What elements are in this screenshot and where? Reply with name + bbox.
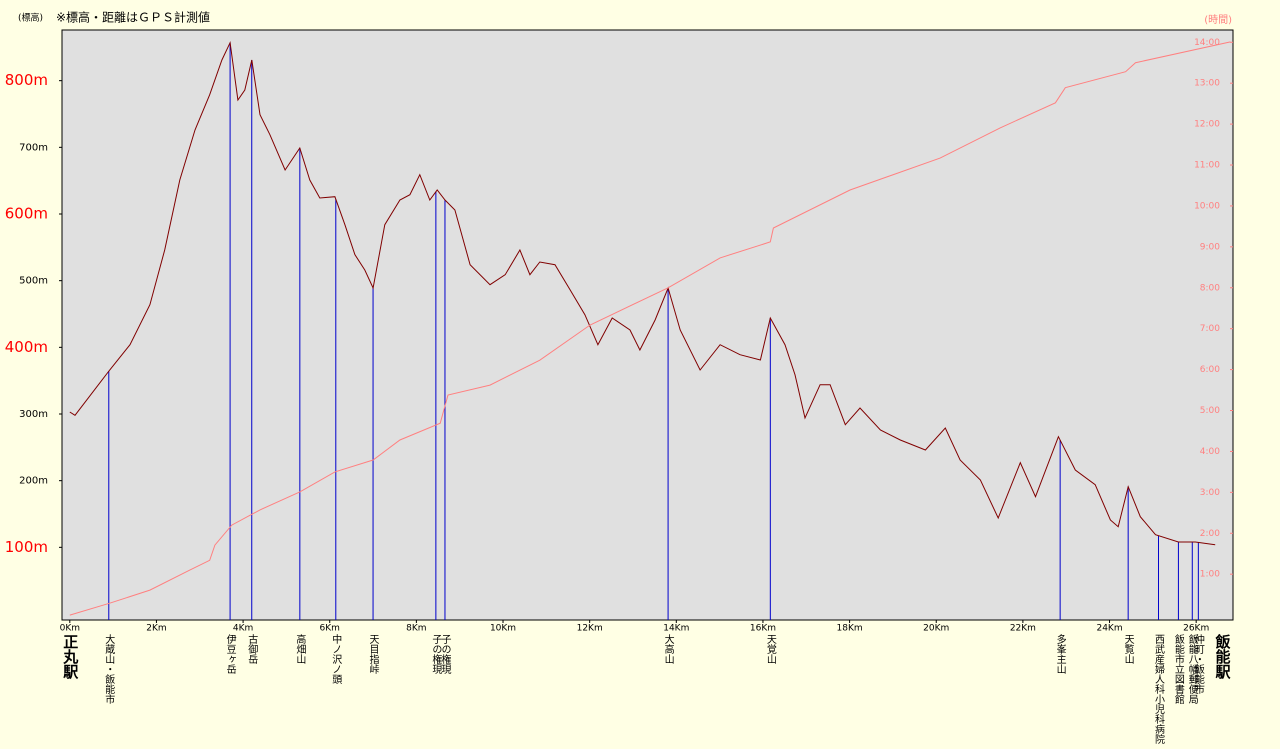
x-tick-label: 8Km	[406, 624, 426, 634]
y-tick-label: 300m	[19, 409, 48, 420]
y2-axis-label: (時間)	[1204, 14, 1232, 26]
y-tick-label: 500m	[19, 276, 48, 287]
y-tick-label: 400m	[5, 338, 48, 356]
landmark-label: 高畑山	[294, 633, 306, 664]
y-axis-label: (標高)	[18, 12, 43, 24]
y-tick-label: 200m	[19, 476, 48, 487]
chart-title: ※標高・距離はＧＰＳ計測値	[56, 10, 210, 25]
y2-tick-label: 5:00	[1200, 406, 1220, 416]
landmark-label: 大蔵山・飯能市	[103, 633, 115, 705]
y2-tick-label: 14:00	[1194, 38, 1220, 48]
y2-tick-label: 6:00	[1200, 365, 1220, 375]
x-tick-label: 20Km	[923, 624, 949, 634]
x-tick-label: 12Km	[577, 624, 603, 634]
series-line	[69, 41, 1231, 616]
y2-tick-label: 7:00	[1200, 324, 1220, 334]
y-tick-label: 600m	[5, 205, 48, 223]
landmark-label: 飯能八幡郵便局	[1186, 633, 1198, 705]
y2-tick-label: 9:00	[1200, 242, 1220, 252]
y2-tick-label: 8:00	[1200, 283, 1220, 293]
landmark-label: 子の権現	[439, 634, 451, 675]
landmark-label: 古御岳	[246, 633, 258, 665]
x-tick-label: 14Km	[663, 624, 689, 634]
x-tick-label: 0Km	[60, 624, 80, 634]
landmark-label: 中ノ沢ノ頭	[330, 633, 342, 685]
x-tick-label: 4Km	[233, 624, 253, 634]
plot-area	[61, 29, 1234, 621]
x-tick-label: 24Km	[1096, 624, 1122, 634]
x-tick-label: 18Km	[837, 624, 863, 634]
x-tick-label: 26Km	[1183, 624, 1209, 634]
landmark-label: 伊豆ヶ岳	[224, 634, 236, 675]
landmark-label: 西武産婦人科小児科病院	[1152, 634, 1164, 745]
x-tick-label: 22Km	[1010, 624, 1036, 634]
x-tick-label: 10Km	[490, 624, 516, 634]
landmark-label: 多峯主山	[1054, 633, 1066, 674]
landmark-label: 大高山	[662, 633, 674, 664]
x-tick-label: 2Km	[146, 624, 166, 634]
y2-tick-label: 3:00	[1200, 488, 1220, 498]
y2-tick-label: 4:00	[1200, 447, 1220, 457]
landmark-label: 飯能市立図書館	[1172, 633, 1184, 705]
y2-tick-label: 13:00	[1194, 79, 1220, 89]
series-line	[69, 40, 1216, 546]
y2-tick-label: 2:00	[1200, 529, 1220, 539]
end-label: 飯能駅	[1214, 633, 1232, 680]
x-tick-label: 16Km	[750, 624, 776, 634]
y-tick-label: 700m	[19, 142, 48, 153]
landmark-label: 天覚山	[764, 634, 776, 664]
y-tick-label: 100m	[5, 538, 48, 556]
y2-tick-label: 11:00	[1194, 161, 1220, 171]
y2-tick-label: 12:00	[1194, 120, 1220, 130]
start-label: 正丸駅	[61, 634, 79, 680]
landmark-label: 子の権現	[430, 634, 442, 675]
y-tick-label: 800m	[5, 71, 48, 89]
y2-tick-label: 10:00	[1194, 201, 1220, 211]
x-tick-label: 6Km	[320, 624, 340, 634]
landmark-label: 天覧山	[1122, 634, 1134, 664]
landmark-label: 天目指峠	[367, 634, 379, 675]
y2-tick-label: 1:00	[1200, 570, 1220, 580]
landmark-label: 仲町・飯能市	[1192, 633, 1204, 695]
